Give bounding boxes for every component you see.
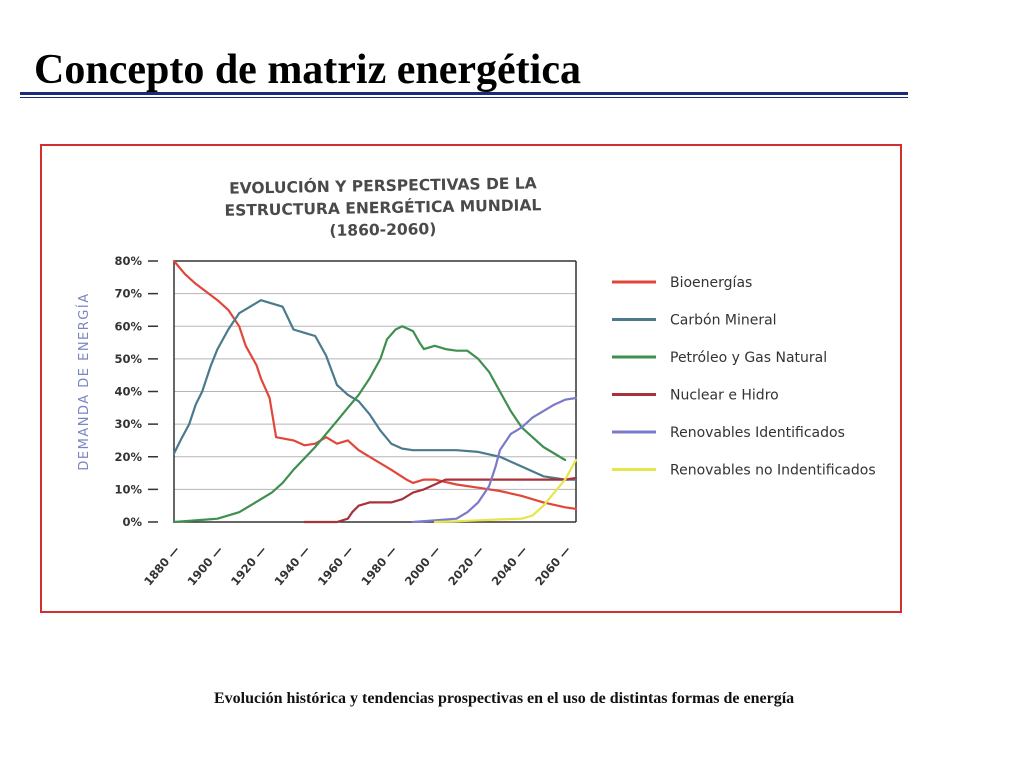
series-line-5 (411, 396, 578, 524)
x-tick-label-1980: 1980 — (358, 543, 399, 588)
legend-label-6: Renovables no Indentificados (670, 463, 876, 479)
series-line-2 (172, 299, 578, 481)
y-tick-label-60: 60% (114, 319, 142, 333)
y-tick-label-40: 40% (114, 385, 142, 399)
series-line-3 (172, 325, 567, 524)
x-tick-label-1960: 1960 — (315, 543, 356, 588)
title-underline (20, 92, 908, 95)
y-tick-label-0: 0% (122, 515, 142, 529)
chart-title-line-1: EVOLUCIÓN Y PERSPECTIVAS DE LA (229, 173, 537, 197)
x-tick-label-1940: 1940 — (271, 543, 312, 588)
x-tick-label-2000: 2000 — (402, 543, 443, 588)
y-tick-label-30: 30% (114, 417, 142, 431)
legend-label-1: Bioenergías (670, 275, 752, 291)
y-axis-label: DEMANDA DE ENERGÍA (76, 292, 92, 470)
series-line-1 (172, 259, 578, 510)
legend-label-3: Petróleo y Gas Natural (670, 350, 827, 366)
series-line-4 (303, 476, 578, 524)
x-tick-label-1880: 1880 — (141, 543, 182, 588)
x-tick-label-2020: 2020 — (445, 543, 486, 588)
y-tick-label-70: 70% (114, 287, 142, 301)
x-tick-label-2040: 2040 — (489, 543, 530, 588)
y-tick-label-20: 20% (114, 450, 142, 464)
x-tick-label-2060: 2060 — (532, 543, 573, 588)
figure-caption: Evolución histórica y tendencias prospec… (214, 690, 795, 707)
chart-figure-frame: EVOLUCIÓN Y PERSPECTIVAS DE LA ESTRUCTURA… (40, 144, 902, 613)
series-line-6 (433, 458, 578, 524)
x-tick-label-1920: 1920 — (228, 543, 269, 588)
title-underline-thin (20, 97, 908, 98)
chart-title-line-3: (1860-2060) (329, 220, 436, 240)
x-tick-label-1900: 1900 — (184, 543, 225, 588)
legend-label-2: Carbón Mineral (670, 313, 777, 329)
legend-label-4: Nuclear e Hidro (670, 388, 779, 404)
y-tick-label-10: 10% (114, 482, 142, 496)
y-tick-label-80: 80% (114, 254, 142, 268)
chart-title-line-2: ESTRUCTURA ENERGÉTICA MUNDIAL (224, 195, 541, 220)
slide-title: Concepto de matriz energética (34, 47, 581, 93)
y-tick-label-50: 50% (114, 352, 142, 366)
legend-label-5: Renovables Identificados (670, 425, 845, 441)
energy-structure-line-chart: EVOLUCIÓN Y PERSPECTIVAS DE LAESTRUCTURA… (76, 173, 876, 588)
